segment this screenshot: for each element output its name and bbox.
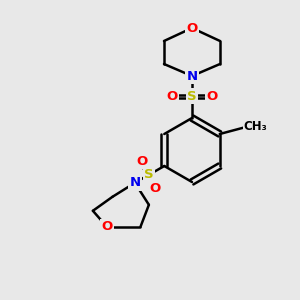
Text: O: O: [186, 22, 198, 34]
Text: O: O: [206, 89, 218, 103]
Text: O: O: [137, 155, 148, 168]
Text: S: S: [144, 168, 154, 181]
Text: S: S: [187, 89, 197, 103]
Text: O: O: [150, 182, 161, 194]
Text: N: N: [129, 176, 140, 189]
Text: O: O: [167, 89, 178, 103]
Text: N: N: [186, 70, 198, 83]
Text: CH₃: CH₃: [244, 119, 268, 133]
Text: O: O: [101, 220, 112, 233]
